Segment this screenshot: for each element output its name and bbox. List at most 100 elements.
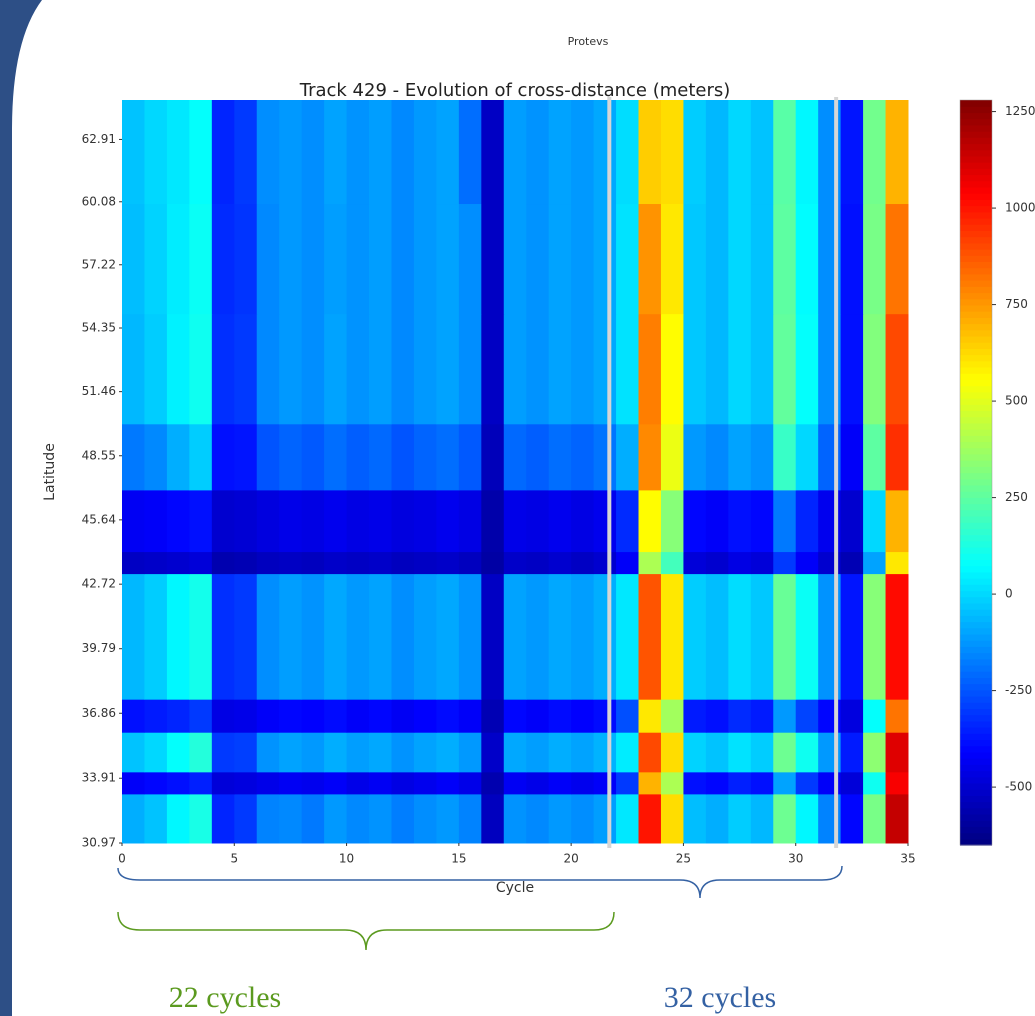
heatmap-cell (885, 423, 909, 491)
heatmap-cell (728, 489, 752, 553)
heatmap-cell (526, 732, 550, 773)
heatmap-cell (189, 771, 213, 795)
colorbar-tick-label: -500 (1005, 780, 1032, 794)
heatmap-cell (301, 313, 325, 425)
heatmap-cell (593, 699, 617, 733)
heatmap-cell (189, 423, 213, 491)
colorbar-segment (960, 447, 992, 455)
heatmap-cell (705, 793, 729, 844)
heatmap-cell (458, 313, 482, 425)
heatmap-cell (863, 793, 887, 844)
heatmap-cell (324, 203, 348, 315)
heatmap-cell (256, 551, 280, 575)
x-tick-label: 20 (564, 852, 579, 866)
colorbar-segment (960, 174, 992, 182)
heatmap-cell (391, 423, 415, 491)
heatmap-cell (436, 489, 460, 553)
heatmap-cell (593, 771, 617, 795)
colorbar-segment (960, 280, 992, 287)
heatmap-cell (481, 573, 505, 700)
heatmap-cell (863, 771, 887, 795)
heatmap-cell (189, 551, 213, 575)
colorbar-segment (960, 180, 992, 188)
heatmap-cell (840, 699, 864, 733)
x-tick-label: 25 (676, 852, 691, 866)
heatmap-cell (279, 203, 303, 315)
heatmap-cell (391, 203, 415, 315)
colorbar-segment (960, 162, 992, 169)
brace-22 (117, 911, 615, 951)
annotation-22: 22 cycles (169, 981, 281, 1014)
heatmap-cell (166, 489, 190, 553)
colorbar-segment (960, 602, 992, 610)
heatmap-cell (526, 313, 550, 425)
heatmap-cell (571, 551, 595, 575)
colorbar-segment (960, 112, 992, 120)
colorbar-segment (960, 211, 992, 219)
heatmap-cell (728, 771, 752, 795)
colorbar-segment (960, 441, 992, 449)
y-tick-label: 42.72 (82, 577, 116, 591)
colorbar-segment (960, 100, 992, 107)
colorbar-segment (960, 317, 992, 325)
heatmap-cell (369, 100, 392, 205)
heatmap-cell (683, 100, 707, 205)
colorbar-segment (960, 416, 992, 424)
colorbar-segment (960, 273, 992, 281)
heatmap-cell (369, 699, 392, 733)
heatmap-cell (481, 551, 505, 575)
heatmap-cell (571, 771, 595, 795)
colorbar-segment (960, 534, 992, 542)
y-tick-label: 54.35 (82, 320, 116, 334)
colorbar-tick-label: -250 (1005, 683, 1032, 697)
heatmap-cell (503, 313, 527, 425)
heatmap-cell (413, 313, 437, 425)
heatmap-cell (279, 699, 303, 733)
heatmap-cell (279, 732, 303, 773)
heatmap-cell (346, 313, 370, 425)
x-tick-label: 35 (900, 852, 915, 866)
heatmap-cell (750, 793, 774, 844)
heatmap-cell (795, 551, 819, 575)
heatmap-cell (705, 100, 729, 205)
heatmap-cell (211, 313, 235, 425)
heatmap-cell (660, 423, 684, 491)
heatmap-cell (369, 793, 392, 844)
heatmap-cell (503, 771, 527, 795)
chart-title: Track 429 - Evolution of cross-distance … (299, 80, 731, 101)
heatmap-cell (526, 423, 550, 491)
heatmap-cell (660, 699, 684, 733)
colorbar-segment (960, 571, 992, 579)
colorbar-segment (960, 801, 992, 809)
colorbar-segment (960, 224, 992, 231)
heatmap-cell (413, 573, 437, 700)
heatmap-cell (795, 313, 819, 425)
colorbar-segment (960, 155, 992, 163)
heatmap-cell (616, 100, 640, 205)
heatmap-cell (122, 732, 145, 773)
heatmap-cell (301, 551, 325, 575)
heatmap-cell (346, 699, 370, 733)
heatmap-cell (660, 313, 684, 425)
heatmap-cell (122, 489, 145, 553)
heatmap-cell (369, 203, 392, 315)
colorbar-segment (960, 329, 992, 337)
heatmap-cell (166, 423, 190, 491)
heatmap-cell (413, 793, 437, 844)
colorbar-segment (960, 590, 992, 598)
heatmap-cell (458, 100, 482, 205)
heatmap-cell (189, 793, 213, 844)
heatmap-cell (773, 771, 797, 795)
colorbar-segment (960, 646, 992, 654)
heatmap-cell (413, 551, 437, 575)
heatmap-cell (705, 699, 729, 733)
heatmap-cell (256, 699, 280, 733)
heatmap-cell (593, 423, 617, 491)
colorbar-segment (960, 559, 992, 567)
colorbar-segment (960, 124, 992, 132)
colorbar-segment (960, 633, 992, 641)
heatmap-cell (211, 573, 235, 700)
heatmap-cell (638, 771, 662, 795)
heatmap-cell (571, 100, 595, 205)
